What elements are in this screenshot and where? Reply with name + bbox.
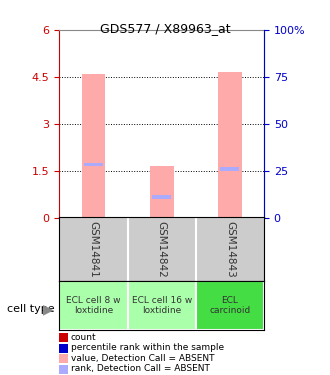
Text: ECL cell 16 w
loxtidine: ECL cell 16 w loxtidine: [132, 296, 192, 315]
FancyBboxPatch shape: [128, 281, 196, 330]
Text: GSM14842: GSM14842: [157, 221, 167, 278]
Text: ▶: ▶: [43, 302, 53, 316]
Text: GSM14841: GSM14841: [88, 221, 98, 278]
FancyBboxPatch shape: [196, 281, 264, 330]
Text: value, Detection Call = ABSENT: value, Detection Call = ABSENT: [71, 354, 214, 363]
Text: ECL cell 8 w
loxtidine: ECL cell 8 w loxtidine: [66, 296, 121, 315]
Bar: [218, 72, 242, 217]
FancyBboxPatch shape: [59, 281, 128, 330]
Text: cell type: cell type: [7, 304, 54, 314]
Bar: [152, 195, 171, 199]
Bar: [82, 74, 105, 217]
Text: GSM14843: GSM14843: [225, 221, 235, 278]
Text: ECL
carcinoid: ECL carcinoid: [209, 296, 250, 315]
Text: rank, Detection Call = ABSENT: rank, Detection Call = ABSENT: [71, 364, 210, 374]
Text: percentile rank within the sample: percentile rank within the sample: [71, 344, 224, 352]
Bar: [220, 167, 240, 171]
Text: GDS577 / X89963_at: GDS577 / X89963_at: [100, 22, 230, 36]
Bar: [84, 162, 103, 166]
Bar: [150, 166, 174, 218]
Text: count: count: [71, 333, 97, 342]
